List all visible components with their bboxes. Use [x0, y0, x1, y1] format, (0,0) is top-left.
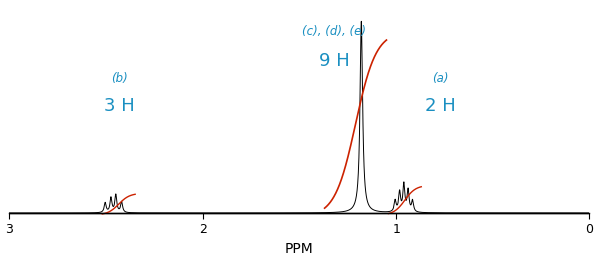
Text: 2 H: 2 H	[425, 97, 456, 115]
X-axis label: PPM: PPM	[285, 242, 314, 256]
Text: 3 H: 3 H	[104, 97, 135, 115]
Text: (c), (d), (e): (c), (d), (e)	[302, 25, 366, 38]
Text: (a): (a)	[432, 72, 449, 85]
Text: (b): (b)	[111, 72, 128, 85]
Text: 9 H: 9 H	[319, 52, 350, 70]
